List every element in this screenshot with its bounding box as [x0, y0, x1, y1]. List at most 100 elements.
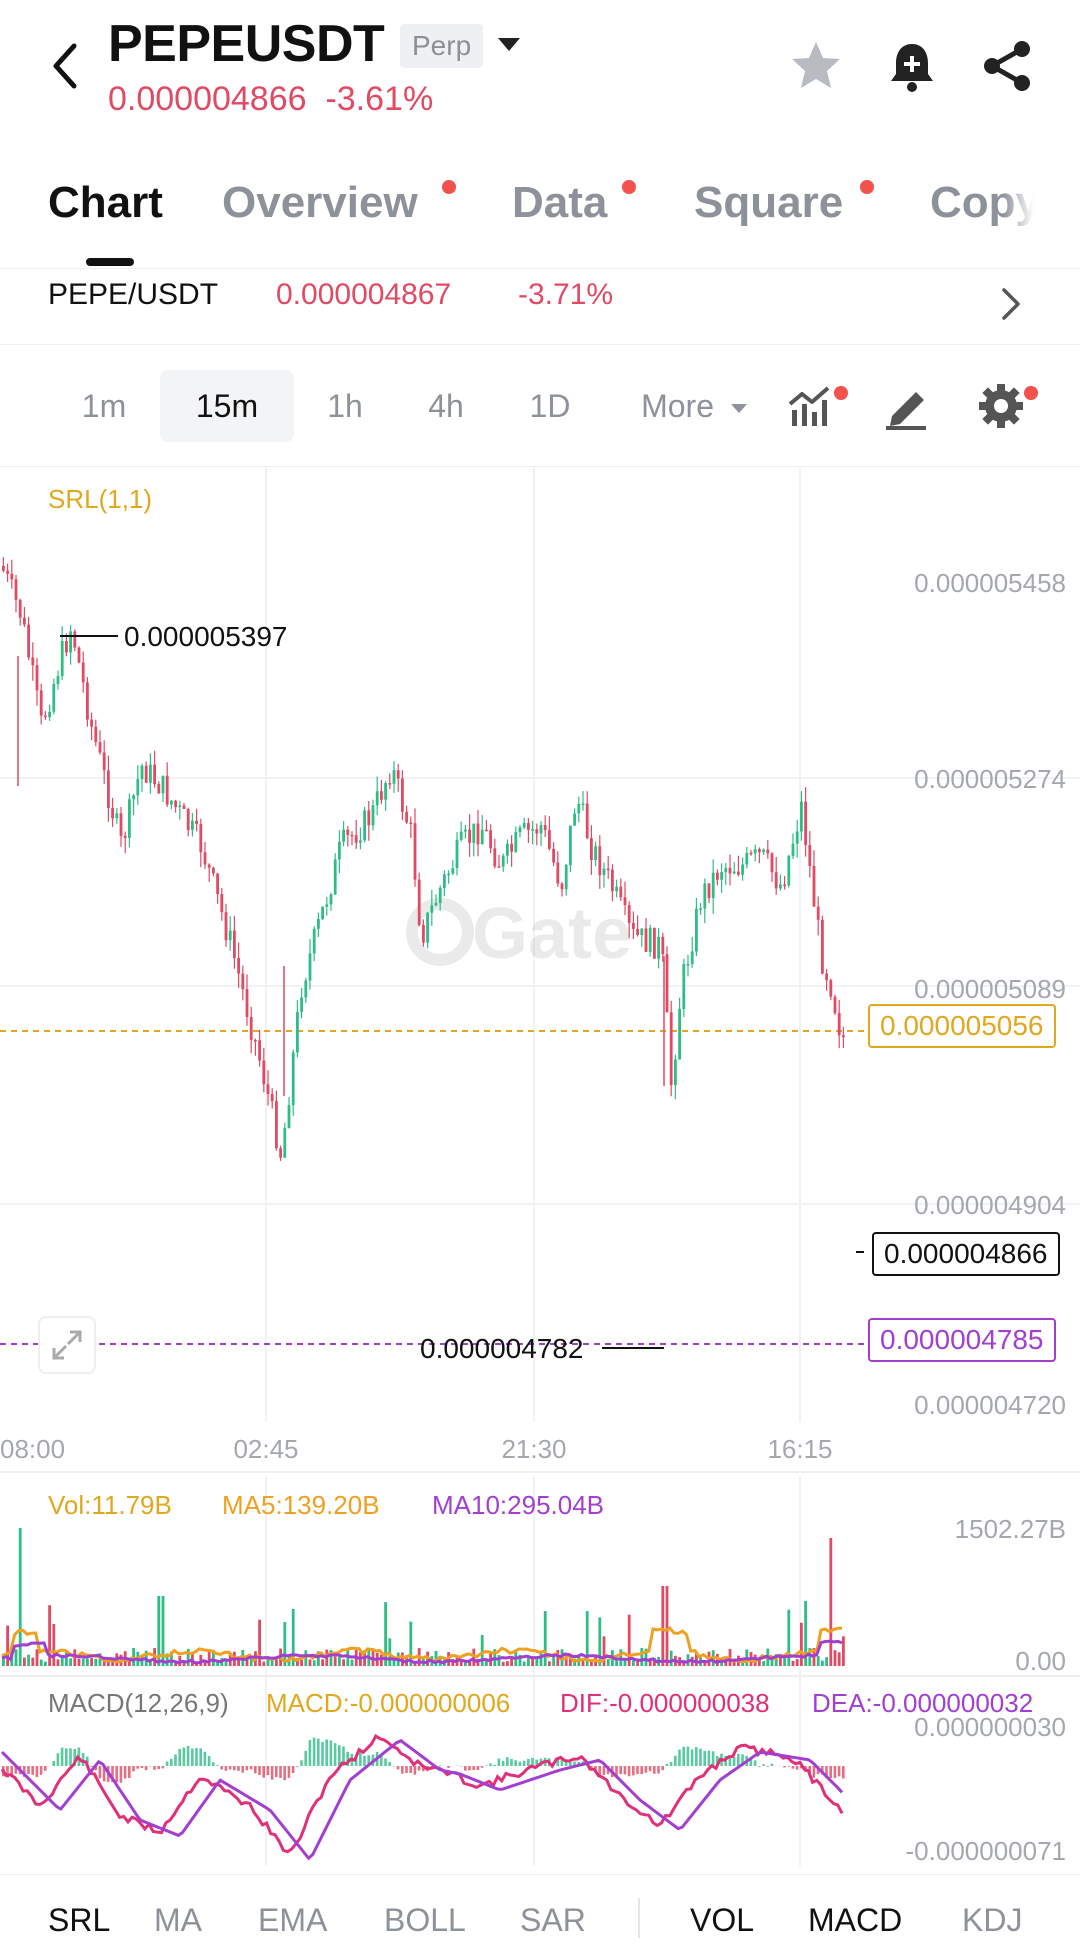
candle-body [405, 811, 408, 823]
indicator-vol[interactable]: VOL [690, 1902, 755, 1938]
symbol-dropdown-icon[interactable] [498, 38, 520, 51]
indicator-macd[interactable]: MACD [808, 1902, 903, 1938]
price-alert-button[interactable] [882, 36, 942, 96]
tab-square[interactable]: Square [694, 178, 844, 227]
volume-bar [543, 1611, 547, 1666]
candle-body [254, 1039, 257, 1042]
candle-body [409, 822, 413, 825]
volume-bar [258, 1619, 261, 1666]
volume-bar [770, 1655, 774, 1666]
candle-body [140, 765, 144, 780]
candle-body [44, 715, 47, 718]
macd-bar [136, 1766, 139, 1769]
macd-bar [287, 1766, 291, 1778]
chart-settings-button[interactable] [976, 380, 1030, 432]
candle-body [132, 795, 135, 800]
pencil-icon [886, 392, 926, 430]
volume-bar [338, 1654, 341, 1666]
macd-bar [627, 1766, 631, 1777]
tab-data[interactable]: Data [512, 178, 608, 227]
candle-body [753, 849, 757, 854]
y-tick: 0.000005089 [914, 974, 1066, 1004]
interval-1m[interactable]: 1m [81, 388, 127, 424]
macd-bar [699, 1748, 702, 1766]
candle-body [493, 848, 497, 867]
candle-body [182, 805, 186, 809]
volume-bar [237, 1658, 240, 1666]
candle-body [707, 883, 711, 899]
candle-body [153, 764, 156, 785]
indicators-button[interactable] [786, 380, 846, 432]
macd-bar [258, 1766, 261, 1776]
volume-bar [275, 1659, 278, 1666]
candle-body [434, 902, 438, 906]
candlestick-series [2, 557, 845, 1161]
indicator-srl[interactable]: SRL [48, 1902, 111, 1938]
macd-bar [531, 1757, 534, 1766]
candle-body [123, 835, 127, 838]
macd-bar [476, 1766, 480, 1771]
indicator-ma[interactable]: MA [154, 1902, 202, 1938]
share-button[interactable] [978, 36, 1038, 96]
candle-body [581, 803, 585, 806]
indicator-kdj[interactable]: KDJ [962, 1902, 1023, 1938]
macd-bar [31, 1766, 34, 1775]
candle-body [287, 1105, 291, 1128]
candle-body [480, 829, 484, 845]
volume-bar [623, 1660, 627, 1666]
macd-bar [506, 1757, 509, 1766]
tab-chart[interactable]: Chart [48, 178, 163, 227]
fullscreen-button[interactable] [38, 1316, 96, 1374]
indicator-divider [638, 1898, 640, 1938]
chart-canvas[interactable]: Gate 0.000005397 0.000004782 0.000005458… [0, 466, 1080, 1866]
favorite-button[interactable] [786, 36, 846, 96]
macd-bar [501, 1760, 505, 1766]
macd-bar [363, 1755, 366, 1766]
interval-1h[interactable]: 1h [327, 388, 363, 424]
high-price-label: 0.000005397 [124, 621, 288, 652]
indicator-sar[interactable]: SAR [520, 1902, 586, 1938]
macd-dea-line [0, 1738, 844, 1861]
volume-bar [39, 1659, 43, 1666]
macd-bar [728, 1755, 732, 1766]
more-caret-icon [730, 404, 747, 414]
candle-body [506, 843, 509, 856]
candle-body [291, 1052, 295, 1106]
candle-body [564, 864, 568, 890]
tab-copy[interactable]: Copy [930, 178, 1034, 227]
candle-body [48, 711, 51, 718]
candle-body [371, 805, 375, 826]
macd-bar [275, 1766, 278, 1778]
interval-1d[interactable]: 1D [529, 388, 571, 424]
macd-bar [262, 1766, 265, 1778]
candle-body [354, 835, 358, 843]
tab-overview[interactable]: Overview [222, 178, 418, 227]
candle-body [65, 640, 68, 653]
candle-body [157, 784, 161, 794]
candle-body [262, 1060, 266, 1085]
symbol-title[interactable]: PEPEUSDT [108, 15, 385, 73]
interval-15m[interactable]: 15m [160, 370, 294, 442]
volume-bar [581, 1660, 585, 1666]
volume-bar [48, 1605, 51, 1666]
indicator-boll[interactable]: BOLL [384, 1902, 466, 1938]
interval-more[interactable]: More [624, 370, 764, 442]
candle-body [18, 599, 22, 618]
candle-body [115, 813, 119, 819]
candle-body [787, 855, 791, 886]
candle-body [489, 830, 492, 849]
macd-bar [291, 1766, 295, 1774]
macd-bar [493, 1764, 496, 1766]
drawing-tools-button[interactable] [882, 380, 936, 432]
spot-pair-row[interactable]: PEPE/USDT 0.000004867 -3.71% [0, 268, 1080, 344]
volume-bar [317, 1651, 320, 1666]
candle-body [632, 922, 635, 929]
y-tick: 0.000004720 [914, 1390, 1066, 1420]
volume-bar [111, 1660, 114, 1666]
back-button[interactable] [44, 38, 88, 94]
interval-4h[interactable]: 4h [428, 388, 464, 424]
indicator-ema[interactable]: EMA [258, 1902, 328, 1938]
macd-bar [741, 1754, 744, 1766]
last-price-box[interactable]: 0.000004866 [872, 1232, 1060, 1276]
macd-bar [825, 1766, 828, 1779]
